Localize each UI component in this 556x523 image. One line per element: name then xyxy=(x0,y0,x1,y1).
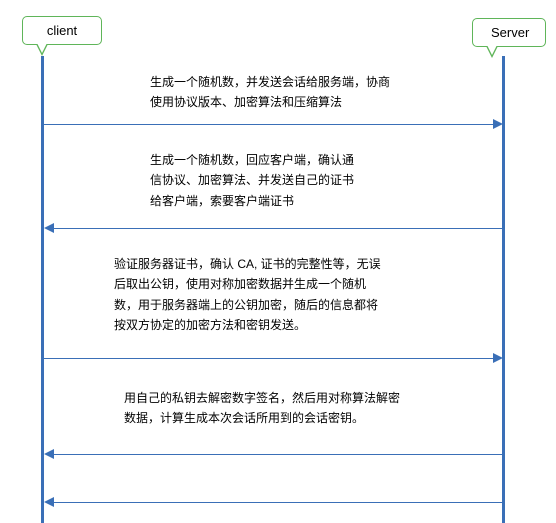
actor-server: Server xyxy=(472,18,546,47)
actor-client-label: client xyxy=(47,23,77,38)
message-line: 数，用于服务器端上的公钥加密，随后的信息都将 xyxy=(114,295,381,315)
message-line: 生成一个随机数，回应客户端，确认通 xyxy=(150,150,354,170)
extra-arrow xyxy=(52,502,503,503)
message-line: 数据，计算生成本次会话所用到的会话密钥。 xyxy=(124,408,400,428)
message-m3-arrowhead xyxy=(493,353,503,363)
message-line: 生成一个随机数，并发送会话给服务端，协商 xyxy=(150,72,390,92)
message-line: 给客户端，索要客户端证书 xyxy=(150,191,354,211)
actor-client: client xyxy=(22,16,102,45)
message-m1-text: 生成一个随机数，并发送会话给服务端，协商 使用协议版本、加密算法和压缩算法 xyxy=(150,72,390,113)
message-line: 用自己的私钥去解密数字签名，然后用对称算法解密 xyxy=(124,388,400,408)
message-m1-arrow xyxy=(44,124,495,125)
message-m3-text: 验证服务器证书，确认 CA, 证书的完整性等，无误 后取出公钥，使用对称加密数据… xyxy=(114,254,381,336)
message-m3-arrow xyxy=(44,358,495,359)
message-line: 按双方协定的加密方法和密钥发送。 xyxy=(114,315,381,335)
message-m4-arrow xyxy=(52,454,503,455)
actor-server-tail-fill xyxy=(487,45,497,55)
message-m2-arrow xyxy=(52,228,503,229)
message-m1-arrowhead xyxy=(493,119,503,129)
extra-arrowhead xyxy=(44,497,54,507)
message-line: 后取出公钥，使用对称加密数据并生成一个随机 xyxy=(114,274,381,294)
message-line: 验证服务器证书，确认 CA, 证书的完整性等，无误 xyxy=(114,254,381,274)
message-m2-arrowhead xyxy=(44,223,54,233)
actor-server-label: Server xyxy=(491,25,529,40)
message-m4-text: 用自己的私钥去解密数字签名，然后用对称算法解密 数据，计算生成本次会话所用到的会… xyxy=(124,388,400,429)
message-line: 使用协议版本、加密算法和压缩算法 xyxy=(150,92,390,112)
message-m2-text: 生成一个随机数，回应客户端，确认通 信协议、加密算法、并发送自己的证书 给客户端… xyxy=(150,150,354,211)
message-line: 信协议、加密算法、并发送自己的证书 xyxy=(150,170,354,190)
message-m4-arrowhead xyxy=(44,449,54,459)
actor-client-tail-fill xyxy=(37,43,47,53)
